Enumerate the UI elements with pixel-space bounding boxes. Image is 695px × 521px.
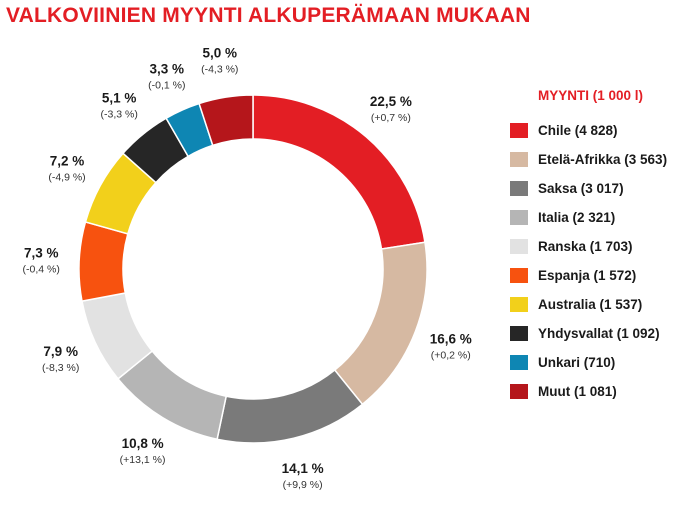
legend: MYYNTI (1 000 l) Chile (4 828) Etelä-Afri… <box>510 88 667 406</box>
legend-swatch <box>510 239 528 254</box>
slice-percent-label: 22,5 % <box>370 94 412 109</box>
legend-item-australia: Australia (1 537) <box>510 290 667 319</box>
slice-etela-afrikka <box>333 241 428 406</box>
legend-label: Ranska (1 703) <box>538 239 633 254</box>
legend-item-espanja: Espanja (1 572) <box>510 261 667 290</box>
legend-swatch <box>510 123 528 138</box>
legend-label: Yhdysvallat (1 092) <box>538 326 660 341</box>
legend-item-yhdysvallat: Yhdysvallat (1 092) <box>510 319 667 348</box>
slice-label-australia: 7,2 % (-4,9 %) <box>48 153 85 183</box>
legend-label: Italia (2 321) <box>538 210 616 225</box>
legend-item-chile: Chile (4 828) <box>510 116 667 145</box>
slice-label-ranska: 7,9 % (-8,3 %) <box>42 344 79 374</box>
legend-label: Muut (1 081) <box>538 384 617 399</box>
slice-change-label: (-3,3 %) <box>101 109 138 121</box>
chart-title: VALKOVIINIEN MYYNTI ALKUPERÄMAAN MUKAAN <box>6 4 531 27</box>
slice-espanja <box>78 221 129 303</box>
legend-swatch <box>510 384 528 399</box>
legend-swatch <box>510 152 528 167</box>
slice-label-etela-afrikka: 16,6 % (+0,2 %) <box>430 331 472 361</box>
legend-label: Etelä-Afrikka (3 563) <box>538 152 668 167</box>
slice-change-label: (-4,9 %) <box>48 171 85 183</box>
legend-item-unkari: Unkari (710) <box>510 348 667 377</box>
slice-change-label: (+0,2 %) <box>431 349 471 361</box>
slice-change-label: (+13,1 %) <box>120 454 166 466</box>
slice-change-label: (-4,3 %) <box>201 64 238 76</box>
legend-item-saksa: Saksa (3 017) <box>510 174 667 203</box>
slice-percent-label: 14,1 % <box>282 461 324 476</box>
legend-label: Saksa (3 017) <box>538 181 624 196</box>
slice-change-label: (+0,7 %) <box>371 112 411 124</box>
legend-title: MYYNTI (1 000 l) <box>538 88 644 103</box>
legend-swatch <box>510 297 528 312</box>
slice-percent-label: 7,2 % <box>50 153 85 168</box>
slice-percent-label: 5,0 % <box>203 46 238 61</box>
legend-label: Australia (1 537) <box>538 297 643 312</box>
slice-label-muut: 5,0 % (-4,3 %) <box>201 46 238 76</box>
slice-saksa <box>216 369 364 444</box>
legend-swatch <box>510 355 528 370</box>
slice-label-saksa: 14,1 % (+9,9 %) <box>282 461 324 491</box>
slice-percent-label: 3,3 % <box>150 61 185 76</box>
slice-change-label: (-0,4 %) <box>23 264 60 276</box>
legend-item-ranska: Ranska (1 703) <box>510 232 667 261</box>
slice-percent-label: 16,6 % <box>430 331 472 346</box>
slice-label-italia: 10,8 % (+13,1 %) <box>120 436 166 466</box>
legend-swatch <box>510 210 528 225</box>
slice-percent-label: 5,1 % <box>102 91 137 106</box>
legend-swatch <box>510 268 528 283</box>
legend-items: Chile (4 828) Etelä-Afrikka (3 563) Saksa … <box>510 116 667 406</box>
slice-label-espanja: 7,3 % (-0,4 %) <box>23 246 60 276</box>
legend-item-muut: Muut (1 081) <box>510 377 667 406</box>
legend-label: Espanja (1 572) <box>538 268 637 283</box>
slice-percent-label: 10,8 % <box>122 436 164 451</box>
slice-percent-label: 7,3 % <box>24 246 59 261</box>
legend-label: Unkari (710) <box>538 355 616 370</box>
slice-label-unkari: 3,3 % (-0,1 %) <box>148 61 185 91</box>
legend-item-etela-afrikka: Etelä-Afrikka (3 563) <box>510 145 667 174</box>
slice-change-label: (+9,9 %) <box>283 479 323 491</box>
slice-percent-label: 7,9 % <box>43 344 78 359</box>
legend-label: Chile (4 828) <box>538 123 618 138</box>
legend-swatch <box>510 326 528 341</box>
slice-label-chile: 22,5 % (+0,7 %) <box>370 94 412 124</box>
legend-item-italia: Italia (2 321) <box>510 203 667 232</box>
slice-change-label: (-8,3 %) <box>42 362 79 374</box>
slice-muut <box>198 94 254 147</box>
legend-swatch <box>510 181 528 196</box>
slice-label-yhdysvallat: 5,1 % (-3,3 %) <box>101 91 138 121</box>
slice-change-label: (-0,1 %) <box>148 79 185 91</box>
